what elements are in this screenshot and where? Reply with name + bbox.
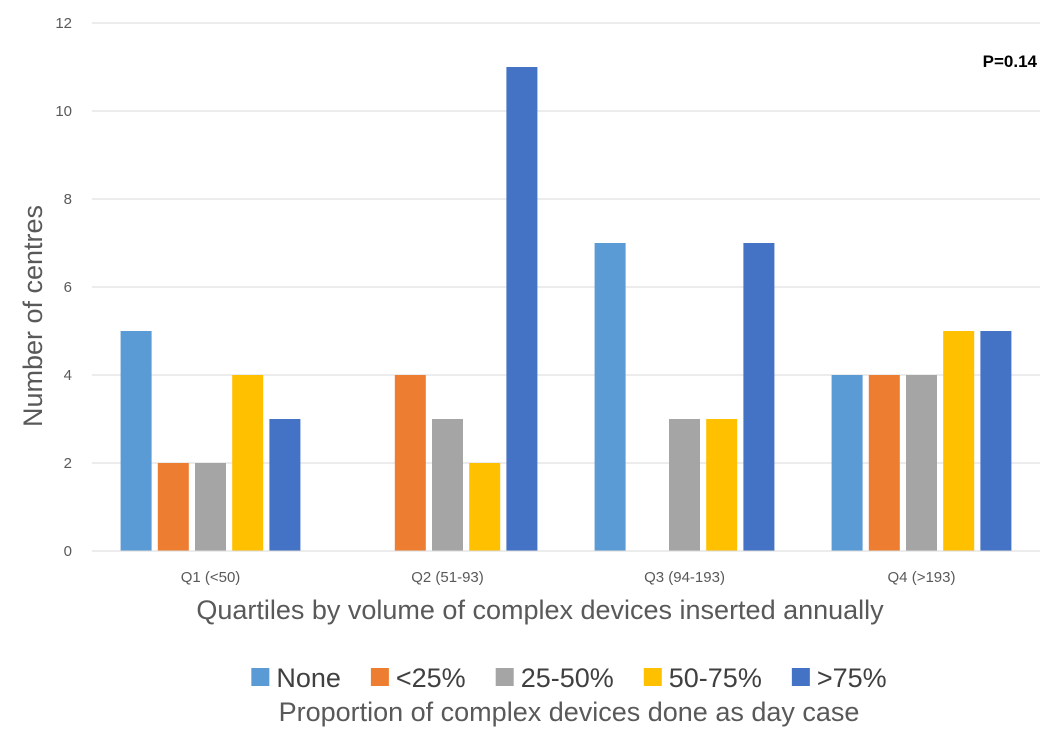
x-tick-label: Q3 (94-193) [644, 569, 725, 586]
bar-<25% [157, 463, 189, 551]
legend-swatch [643, 668, 662, 686]
y-tick-label: 0 [64, 543, 72, 560]
bar->75% [506, 67, 538, 551]
legend-label: <25% [396, 663, 466, 693]
bar-<25% [868, 375, 900, 551]
bar-25-50% [669, 419, 700, 551]
bars [120, 67, 1012, 551]
legend-label: 50-75% [669, 663, 762, 693]
legend-label: >75% [817, 663, 887, 693]
bar->75% [980, 331, 1012, 551]
y-tick-label: 4 [64, 367, 72, 384]
legend-swatch [495, 668, 514, 686]
x-tick-label: Q1 (<50) [181, 569, 241, 586]
bar->75% [269, 419, 301, 551]
bar-None [120, 331, 152, 551]
y-tick-label: 8 [64, 191, 72, 208]
bar-<25% [394, 375, 426, 551]
legend: None <25% 25-50% 50-75% >75% [251, 663, 887, 693]
x-tick-label: Q2 (51-93) [411, 569, 484, 586]
bar-50-75% [232, 375, 264, 551]
bar-None [594, 243, 626, 551]
y-tick-label: 2 [64, 455, 72, 472]
legend-label: None [276, 663, 341, 693]
y-axis-label: Number of centres [18, 205, 48, 427]
y-tick-label: 6 [64, 279, 72, 296]
p-value-annotation: P=0.14 [983, 52, 1038, 71]
y-tick-label: 10 [55, 103, 72, 120]
legend-swatch [791, 668, 810, 686]
legend-swatch [370, 668, 389, 686]
legend-label: 25-50% [521, 663, 614, 693]
bar-50-75% [469, 463, 501, 551]
bar-50-75% [706, 419, 738, 551]
bar->75% [743, 243, 775, 551]
bar-25-50% [906, 375, 937, 551]
y-tick-label: 12 [55, 15, 72, 32]
bar-None [831, 375, 863, 551]
legend-swatch [251, 668, 270, 686]
bar-25-50% [432, 419, 463, 551]
x-axis-label: Quartiles by volume of complex devices i… [196, 595, 884, 625]
x-tick-label: Q4 (>193) [888, 569, 956, 586]
bar-25-50% [195, 463, 226, 551]
bar-50-75% [943, 331, 975, 551]
x-axis-ticks: Q1 (<50) Q2 (51-93) Q3 (94-193) Q4 (>193) [181, 569, 956, 586]
y-axis-ticks: 0 2 4 6 8 10 12 [55, 15, 72, 560]
legend-title: Proportion of complex devices done as da… [279, 697, 860, 727]
